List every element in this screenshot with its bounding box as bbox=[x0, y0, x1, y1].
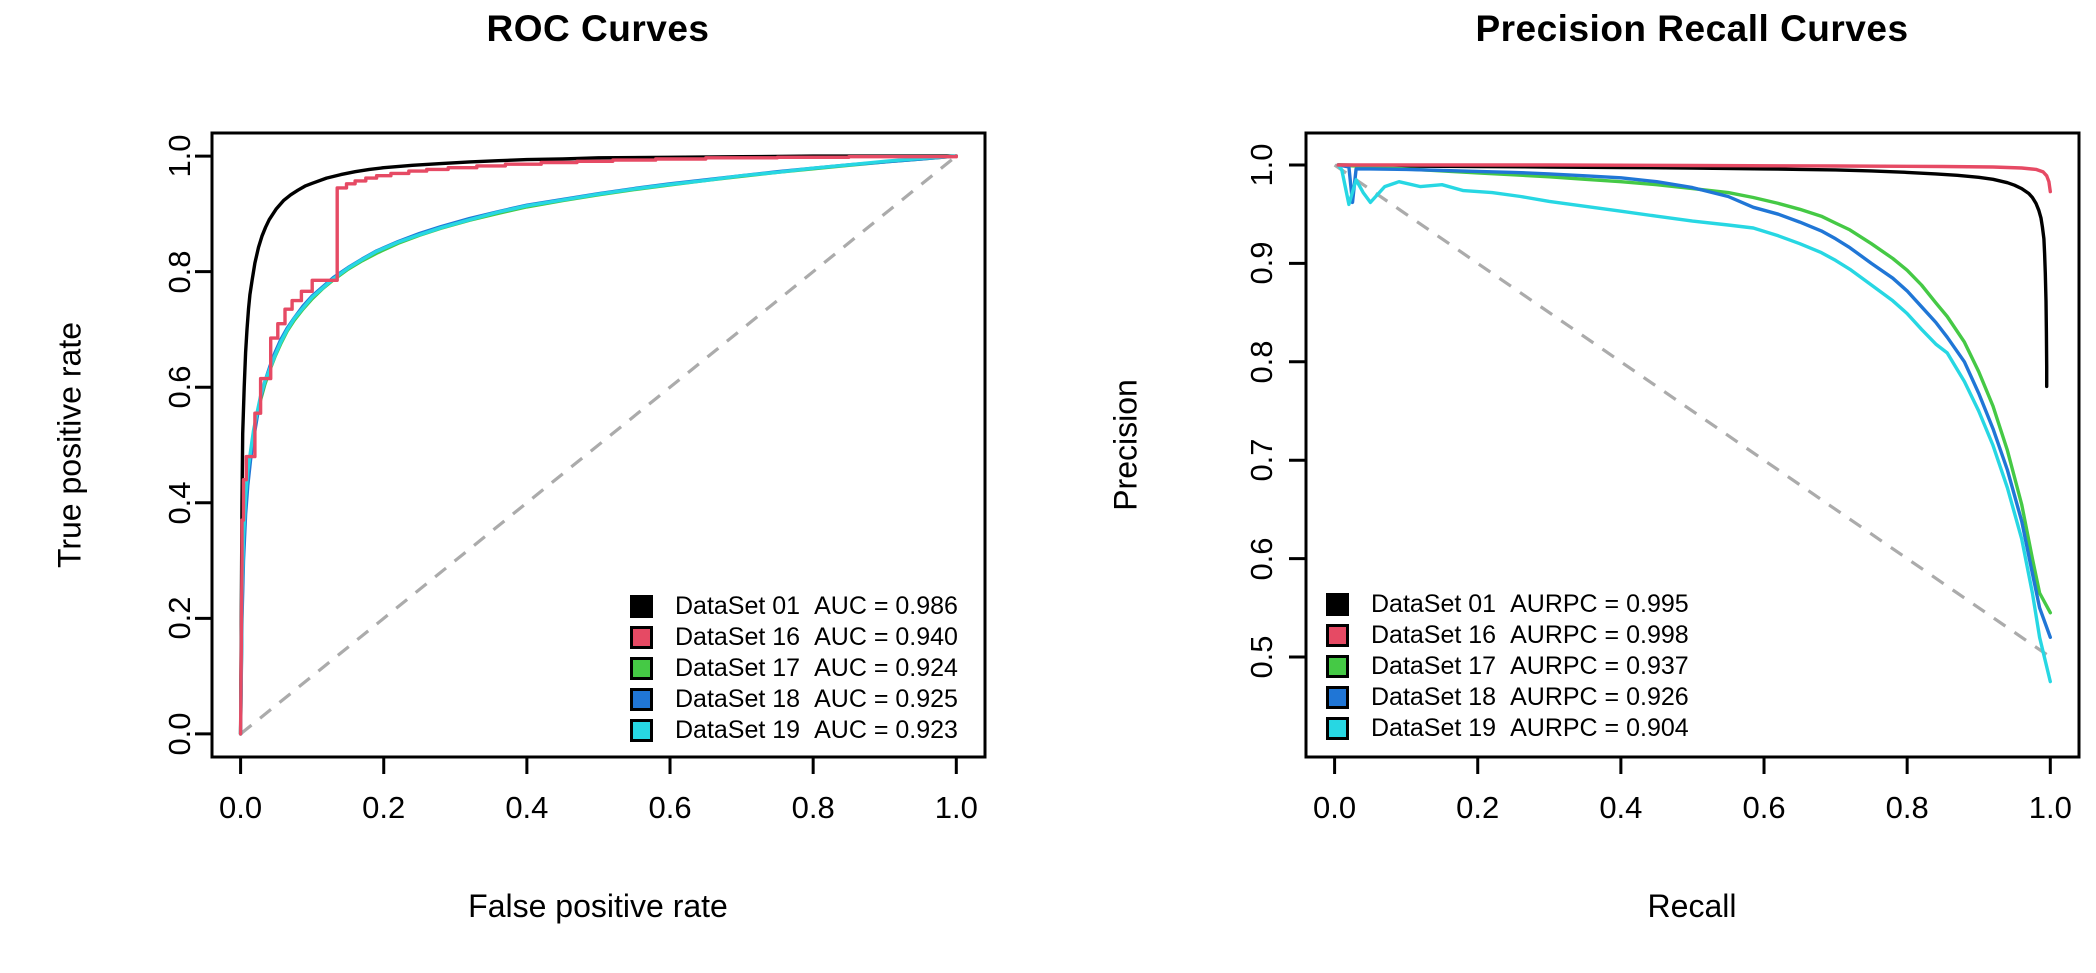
legend-row: DataSet 01 AURPC = 0.995 bbox=[1326, 589, 1689, 620]
pr-y-tick-label: 1.0 bbox=[1244, 143, 1279, 187]
roc-series-dataset-16 bbox=[238, 154, 958, 736]
legend-series-name: DataSet 18 bbox=[675, 685, 801, 713]
legend-swatch bbox=[630, 626, 653, 649]
legend-series-name: DataSet 16 bbox=[675, 623, 801, 651]
roc-y-tick-label: 0.8 bbox=[162, 250, 197, 294]
pr-legend: DataSet 01 AURPC = 0.995 DataSet 16 AURPC =… bbox=[1326, 589, 1689, 744]
pr-series-dataset-01 bbox=[1336, 163, 2049, 389]
legend-series-metric: AURPC = 0.995 bbox=[1510, 590, 1689, 618]
pr-series-dataset-18 bbox=[1336, 163, 2053, 639]
legend-swatch bbox=[1326, 624, 1349, 647]
legend-series-name: DataSet 19 bbox=[675, 716, 801, 744]
roc-y-axis-label: True positive rate bbox=[51, 321, 88, 569]
roc-y-tick-label: 0.0 bbox=[162, 712, 197, 756]
legend-row: DataSet 19 AUC = 0.923 bbox=[630, 715, 958, 746]
legend-row: DataSet 18 AUC = 0.925 bbox=[630, 684, 958, 715]
legend-series-name: DataSet 01 bbox=[1371, 590, 1497, 618]
pr-x-tick-label: 0.8 bbox=[1885, 790, 1929, 825]
legend-series-metric: AURPC = 0.998 bbox=[1510, 621, 1689, 649]
pr-x-tick-label: 0.2 bbox=[1456, 790, 1500, 825]
pr-reference-diagonal bbox=[1333, 163, 2052, 659]
legend-series-metric: AURPC = 0.904 bbox=[1510, 714, 1689, 742]
legend-row: DataSet 18 AURPC = 0.926 bbox=[1326, 682, 1689, 713]
legend-series-metric: AUC = 0.923 bbox=[814, 716, 958, 744]
roc-x-axis-label: False positive rate bbox=[468, 888, 728, 924]
pr-x-tick-label: 1.0 bbox=[2028, 790, 2072, 825]
pr-y-tick-label: 0.6 bbox=[1244, 537, 1279, 581]
legend-swatch bbox=[1326, 655, 1349, 678]
roc-plot-box bbox=[210, 131, 987, 759]
legend-swatch bbox=[630, 688, 653, 711]
roc-title: ROC Curves bbox=[486, 8, 710, 49]
legend-row: DataSet 17 AURPC = 0.937 bbox=[1326, 651, 1689, 682]
legend-swatch bbox=[1326, 717, 1349, 740]
roc-legend: DataSet 01 AUC = 0.986 DataSet 16 AUC = 0.9… bbox=[630, 591, 958, 746]
roc-y-tick-label: 0.2 bbox=[162, 596, 197, 640]
legend-series-name: DataSet 01 bbox=[675, 592, 801, 620]
legend-swatch bbox=[630, 595, 653, 618]
legend-row: DataSet 17 AUC = 0.924 bbox=[630, 653, 958, 684]
pr-x-tick-label: 0.0 bbox=[1313, 790, 1357, 825]
roc-x-tick-label: 0.8 bbox=[791, 790, 835, 825]
legend-series-name: DataSet 16 bbox=[1371, 621, 1497, 649]
roc-y-tick-label: 1.0 bbox=[162, 134, 197, 178]
pr-y-tick-label: 0.5 bbox=[1244, 635, 1279, 679]
legend-series-metric: AUC = 0.925 bbox=[814, 685, 958, 713]
roc-x-tick-label: 0.0 bbox=[219, 790, 263, 825]
pr-x-tick-label: 0.4 bbox=[1599, 790, 1643, 825]
pr-series-dataset-17 bbox=[1336, 163, 2053, 615]
pr-plot-box bbox=[1304, 131, 2081, 759]
roc-y-tick-label: 0.4 bbox=[162, 481, 197, 525]
roc-x-tick-label: 0.4 bbox=[505, 790, 549, 825]
pr-y-tick-label: 0.8 bbox=[1244, 340, 1279, 384]
legend-row: DataSet 16 AUC = 0.940 bbox=[630, 622, 958, 653]
legend-series-metric: AURPC = 0.937 bbox=[1510, 652, 1689, 680]
pr-series-dataset-19 bbox=[1336, 163, 2053, 684]
roc-x-tick-label: 0.2 bbox=[362, 790, 406, 825]
legend-series-name: DataSet 18 bbox=[1371, 683, 1497, 711]
pr-y-axis-label: Precision bbox=[1107, 379, 1144, 511]
legend-swatch bbox=[630, 657, 653, 680]
legend-row: DataSet 19 AURPC = 0.904 bbox=[1326, 713, 1689, 744]
pr-series-dataset-16 bbox=[1336, 163, 2053, 194]
legend-series-metric: AURPC = 0.926 bbox=[1510, 683, 1689, 711]
legend-series-metric: AUC = 0.924 bbox=[814, 654, 958, 682]
roc-y-tick-label: 0.6 bbox=[162, 365, 197, 409]
roc-series-dataset-01 bbox=[238, 154, 958, 736]
legend-series-name: DataSet 17 bbox=[675, 654, 801, 682]
pr-y-tick-label: 0.9 bbox=[1244, 241, 1279, 285]
legend-series-name: DataSet 17 bbox=[1371, 652, 1497, 680]
pr-x-axis-label: Recall bbox=[1647, 888, 1737, 924]
legend-row: DataSet 16 AURPC = 0.998 bbox=[1326, 620, 1689, 651]
legend-row: DataSet 01 AUC = 0.986 bbox=[630, 591, 958, 622]
pr-y-tick-label: 0.7 bbox=[1244, 438, 1279, 482]
roc-x-tick-label: 1.0 bbox=[934, 790, 978, 825]
pr-x-tick-label: 0.6 bbox=[1742, 790, 1786, 825]
pr-title: Precision Recall Curves bbox=[1475, 8, 1909, 49]
roc-x-tick-label: 0.6 bbox=[648, 790, 692, 825]
legend-series-metric: AUC = 0.940 bbox=[814, 623, 958, 651]
legend-series-metric: AUC = 0.986 bbox=[814, 592, 958, 620]
legend-swatch bbox=[1326, 593, 1349, 616]
roc-reference-diagonal bbox=[239, 154, 958, 736]
legend-swatch bbox=[630, 719, 653, 742]
legend-series-name: DataSet 19 bbox=[1371, 714, 1497, 742]
legend-swatch bbox=[1326, 686, 1349, 709]
